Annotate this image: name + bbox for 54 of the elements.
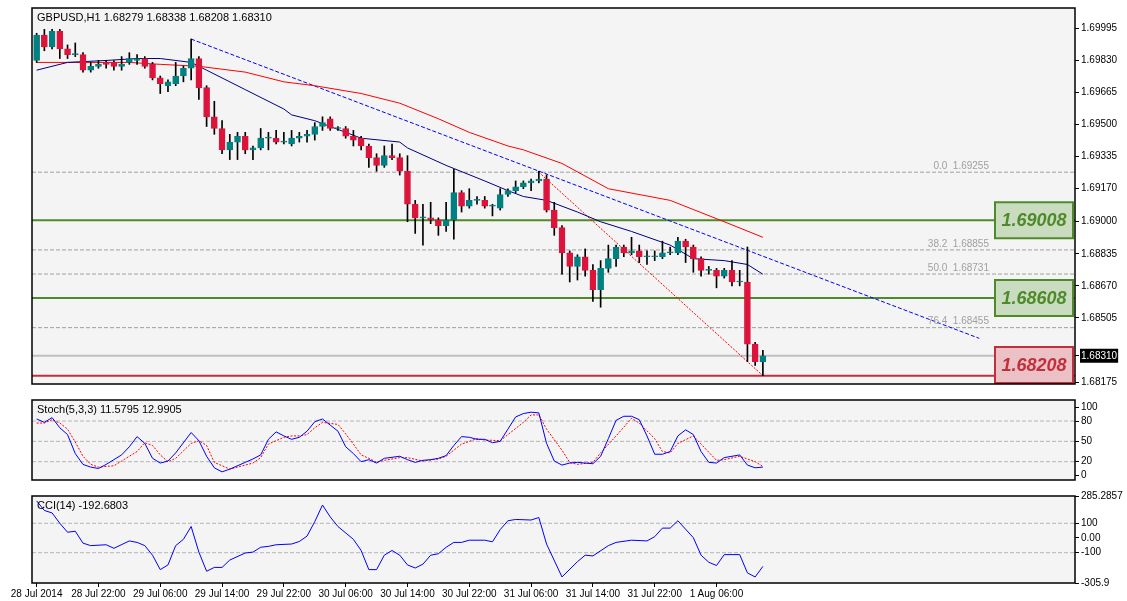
x-tick-label: 29 Jul 06:00 — [133, 587, 188, 599]
ref-line-label: 0.0 1.69255 — [933, 159, 990, 171]
y-tick-label: 1.68310 — [1081, 349, 1118, 361]
ref-line-label: 1.68208 — [1001, 354, 1067, 375]
candlestick — [736, 270, 744, 287]
y-tick-label: 1.69170 — [1081, 182, 1118, 194]
x-tick-label: 30 Jul 14:00 — [380, 587, 436, 599]
chart-title: Stoch(5,3,3) 11.5795 12.9905 — [37, 402, 182, 415]
candlestick — [666, 246, 674, 256]
x-tick-label: 29 Jul 14:00 — [194, 587, 250, 599]
x-tick-label: 31 Jul 06:00 — [503, 587, 559, 599]
ref-line-label: 1.68608 — [1001, 287, 1067, 308]
x-tick-label: 30 Jul 06:00 — [318, 587, 374, 599]
y-tick-label: 1.69000 — [1081, 215, 1118, 227]
y-tick-label: 285.2857 — [1081, 489, 1124, 501]
y-tick-label: 1.68835 — [1081, 247, 1118, 259]
ref-line-label: 1.69008 — [1001, 210, 1067, 231]
candlestick — [303, 130, 311, 143]
y-tick-label: 0.00 — [1081, 531, 1101, 543]
y-tick-label: 1.68670 — [1081, 279, 1118, 291]
x-tick-label: 1 Aug 06:00 — [689, 587, 744, 599]
candlestick — [643, 250, 651, 265]
y-tick-label: -305.9 — [1081, 576, 1110, 588]
chart-title: CCI(14) -192.6803 — [37, 498, 129, 511]
y-tick-label: 20 — [1081, 455, 1093, 467]
y-tick-label: 80 — [1081, 414, 1093, 426]
y-tick-label: -100 — [1081, 546, 1102, 558]
x-tick-label: 28 Jul 2014 — [10, 587, 63, 599]
y-tick-label: 1.69500 — [1081, 118, 1118, 130]
chart-title: GBPUSD,H1 1.68279 1.68338 1.68208 1.68310 — [37, 10, 272, 23]
y-tick-label: 1.68505 — [1081, 311, 1118, 323]
candlestick — [705, 266, 713, 275]
candlestick — [133, 54, 141, 65]
candlestick — [280, 132, 288, 145]
x-tick-label: 31 Jul 14:00 — [565, 587, 621, 599]
ref-line-label: 38.2 1.68855 — [927, 237, 990, 249]
x-tick-label: 29 Jul 22:00 — [256, 587, 312, 599]
ref-line-label: 50.0 1.68731 — [927, 261, 990, 273]
y-tick-label: 1.68175 — [1081, 375, 1118, 387]
y-tick-label: 0 — [1081, 469, 1087, 480]
candlestick — [442, 201, 450, 232]
y-tick-label: 1.69335 — [1081, 150, 1118, 162]
x-tick-label: 30 Jul 22:00 — [442, 587, 497, 599]
candlestick — [419, 203, 427, 246]
x-tick-label: 28 Jul 22:00 — [71, 587, 127, 599]
y-tick-label: 50 — [1081, 435, 1093, 447]
y-tick-label: 100 — [1081, 517, 1099, 529]
candlestick — [651, 250, 659, 261]
x-tick-label: 31 Jul 22:00 — [627, 587, 683, 599]
y-tick-label: 100 — [1081, 401, 1099, 413]
y-tick-label: 1.69830 — [1081, 54, 1118, 66]
y-tick-label: 1.69665 — [1081, 86, 1118, 98]
candlestick — [388, 143, 396, 160]
y-tick-label: 1.69995 — [1081, 22, 1118, 34]
